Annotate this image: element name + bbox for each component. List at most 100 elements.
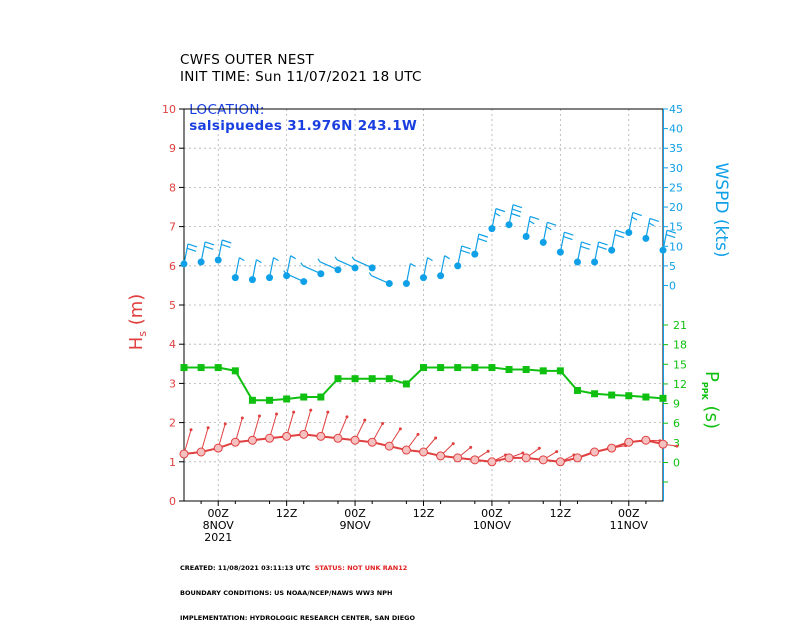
hs-point bbox=[214, 444, 222, 452]
wspd-point bbox=[403, 280, 410, 287]
wspd-point bbox=[591, 258, 598, 265]
footer-status: STATUS: NOT UNK RAN12 bbox=[315, 564, 408, 572]
hs-arrow-head bbox=[487, 450, 490, 453]
left-axis-tick-label: 7 bbox=[169, 221, 176, 234]
left-axis-tick-label: 3 bbox=[169, 377, 176, 390]
left-axis-tick-label: 2 bbox=[169, 417, 176, 430]
wspd-barb-flag bbox=[599, 242, 608, 245]
hs-arrow-head bbox=[363, 419, 366, 422]
wspd-barb-flag bbox=[547, 222, 556, 225]
wspd-point bbox=[454, 262, 461, 269]
hs-point bbox=[351, 436, 359, 444]
ppk-point bbox=[403, 380, 410, 387]
wspd-barb-flag bbox=[616, 230, 625, 233]
x-axis-tick-label: 11NOV bbox=[610, 519, 649, 532]
hs-arrow-head bbox=[416, 433, 419, 436]
hs-arrow-head bbox=[399, 427, 402, 430]
wspd-point bbox=[369, 264, 376, 271]
ppk-point bbox=[300, 394, 307, 401]
hs-arrow-head bbox=[258, 414, 261, 417]
ppk-point bbox=[591, 390, 598, 397]
wspd-barb-flag bbox=[410, 264, 415, 267]
ppk-point bbox=[660, 395, 667, 402]
wspd-barb-flag bbox=[188, 244, 197, 247]
wspd-barb-flag bbox=[284, 271, 286, 274]
wspd-axis-tick-label: 45 bbox=[669, 103, 683, 116]
wspd-point bbox=[523, 233, 530, 240]
wspd-axis-title: WSPD (kts) bbox=[711, 163, 731, 258]
left-axis-title-unit: (m) bbox=[126, 294, 147, 331]
ppk-point bbox=[557, 367, 564, 374]
wspd-point bbox=[386, 280, 393, 287]
wspd-barb-flag bbox=[513, 205, 522, 208]
hs-point bbox=[625, 438, 633, 446]
wspd-point bbox=[232, 274, 239, 281]
wspd-barb-flag bbox=[369, 273, 371, 276]
footer: CREATED: 11/08/2021 03:11:13 UTC STATUS:… bbox=[180, 547, 415, 631]
hs-point bbox=[573, 454, 581, 462]
wspd-barb-flag bbox=[445, 256, 450, 259]
hs-point bbox=[437, 452, 445, 460]
wspd-barb-flag bbox=[204, 246, 213, 249]
hs-arrow-head bbox=[538, 447, 541, 450]
wspd-barb-flag bbox=[187, 248, 196, 251]
ppk-point bbox=[540, 367, 547, 374]
wspd-axis-tick-label: 10 bbox=[669, 240, 683, 253]
wspd-barb-flag bbox=[632, 217, 637, 220]
wspd-point bbox=[506, 221, 513, 228]
ppk-axis-title-sub: PPK bbox=[700, 382, 709, 401]
wspd-barb-flag bbox=[564, 232, 573, 235]
ppk-point bbox=[232, 367, 239, 374]
hs-point bbox=[420, 448, 428, 456]
x-axis-tick-label: 10NOV bbox=[473, 519, 512, 532]
wspd-point bbox=[540, 239, 547, 246]
hs-point bbox=[180, 450, 188, 458]
wspd-barb-flag bbox=[563, 237, 572, 240]
ppk-point bbox=[334, 375, 341, 382]
wspd-point bbox=[608, 247, 615, 254]
wspd-barb-flag bbox=[256, 260, 261, 263]
x-axis-tick-label: 12Z bbox=[550, 507, 572, 520]
hs-point bbox=[231, 438, 239, 446]
hs-point bbox=[300, 430, 308, 438]
wspd-point bbox=[471, 251, 478, 258]
hs-arrow-head bbox=[207, 426, 210, 429]
wspd-point bbox=[317, 270, 324, 277]
left-axis-tick-label: 1 bbox=[169, 456, 176, 469]
hs-point bbox=[385, 442, 393, 450]
ppk-point bbox=[471, 364, 478, 371]
wspd-barb-flag bbox=[496, 209, 505, 212]
wspd-point bbox=[352, 264, 359, 271]
hs-arrow-head bbox=[345, 415, 348, 418]
left-axis-tick-label: 0 bbox=[169, 495, 176, 508]
wspd-axis-tick-label: 30 bbox=[669, 162, 683, 175]
ppk-point bbox=[369, 375, 376, 382]
hs-point bbox=[556, 458, 564, 466]
wspd-point bbox=[642, 235, 649, 242]
ppk-axis-tick-label: 12 bbox=[673, 378, 687, 391]
wspd-barb-flag bbox=[205, 242, 214, 245]
wspd-axis-tick-label: 0 bbox=[669, 280, 676, 293]
ppk-point bbox=[437, 364, 444, 371]
ppk-point bbox=[608, 392, 615, 399]
hs-point bbox=[248, 436, 256, 444]
ppk-axis-tick-label: 18 bbox=[673, 339, 687, 352]
footer-implementation: IMPLEMENTATION: HYDROLOGIC RESEARCH CENT… bbox=[180, 614, 415, 622]
ppk-axis-tick-label: 3 bbox=[673, 437, 680, 450]
wspd-barb-flag bbox=[301, 263, 303, 266]
hs-point bbox=[591, 448, 599, 456]
ppk-axis-title: PPPK (s) bbox=[700, 371, 722, 429]
ppk-axis-tick-label: 6 bbox=[673, 417, 680, 430]
hs-point bbox=[522, 454, 530, 462]
wspd-barb-flag bbox=[511, 214, 520, 217]
wspd-point bbox=[334, 266, 341, 273]
ppk-point bbox=[386, 375, 393, 382]
wspd-point bbox=[488, 225, 495, 232]
hs-arrow-head bbox=[190, 428, 193, 431]
ppk-point bbox=[352, 375, 359, 382]
wspd-point bbox=[266, 274, 273, 281]
hs-arrow-head bbox=[224, 422, 227, 425]
wspd-point bbox=[215, 257, 222, 264]
ppk-point bbox=[420, 364, 427, 371]
